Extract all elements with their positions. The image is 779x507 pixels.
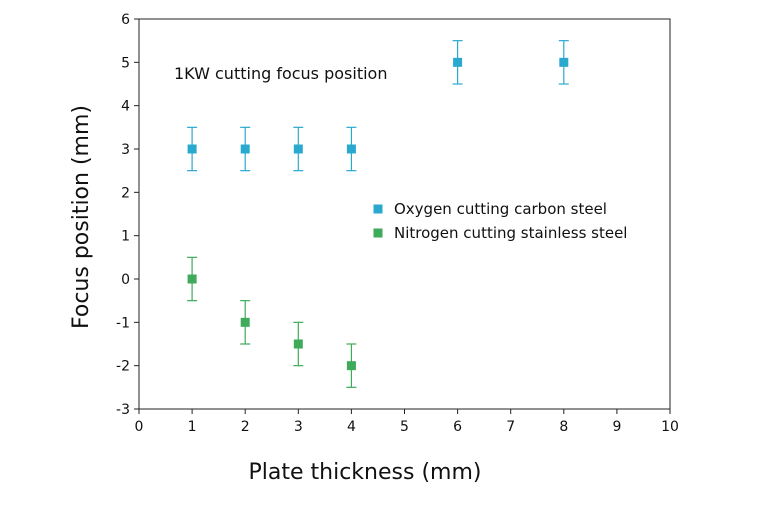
y-axis-title: Focus position (mm) xyxy=(69,105,94,329)
data-point xyxy=(293,144,303,154)
x-tick-label: 3 xyxy=(294,419,303,435)
data-point xyxy=(453,57,463,67)
x-tick-label: 0 xyxy=(135,419,144,435)
y-tick-label: 3 xyxy=(121,142,130,158)
data-point xyxy=(293,339,303,349)
x-tick-label: 2 xyxy=(241,419,250,435)
x-tick-label: 6 xyxy=(453,419,462,435)
series-0 xyxy=(187,40,569,172)
data-point xyxy=(559,57,569,67)
data-point xyxy=(346,361,356,371)
legend: Oxygen cutting carbon steel Nitrogen cutt… xyxy=(373,200,627,242)
y-tick-label: 0 xyxy=(121,272,130,288)
x-axis-ticks: 0 1 2 3 4 5 6 7 8 9 10 xyxy=(135,409,679,435)
y-tick-label: -1 xyxy=(116,315,130,331)
legend-label: Oxygen cutting carbon steel xyxy=(394,200,607,218)
x-tick-label: 5 xyxy=(400,419,409,435)
x-tick-label: 10 xyxy=(661,419,679,435)
data-point xyxy=(187,274,197,284)
y-tick-label: 5 xyxy=(121,55,130,71)
legend-label: Nitrogen cutting stainless steel xyxy=(394,224,627,242)
x-tick-label: 7 xyxy=(506,419,515,435)
x-tick-label: 8 xyxy=(559,419,568,435)
x-axis-title: Plate thickness (mm) xyxy=(249,460,482,485)
y-axis-ticks: 6 5 4 3 2 1 0 -1 -2 -3 xyxy=(116,12,139,418)
y-tick-label: 6 xyxy=(121,12,130,28)
data-point xyxy=(187,144,197,154)
y-tick-label: 4 xyxy=(121,99,130,115)
data-point xyxy=(346,144,356,154)
legend-marker xyxy=(373,204,383,214)
data-point xyxy=(240,144,250,154)
y-tick-label: 1 xyxy=(121,229,130,245)
y-tick-label: -2 xyxy=(116,359,130,375)
data-point xyxy=(240,317,250,327)
annotation-text: 1KW cutting focus position xyxy=(174,64,387,83)
series-layer xyxy=(187,40,569,388)
y-tick-label: -3 xyxy=(116,402,130,418)
legend-marker xyxy=(373,228,383,238)
x-tick-label: 4 xyxy=(347,419,356,435)
series-1 xyxy=(187,256,357,388)
x-tick-label: 1 xyxy=(188,419,197,435)
y-tick-label: 2 xyxy=(121,185,130,201)
x-tick-label: 9 xyxy=(612,419,621,435)
